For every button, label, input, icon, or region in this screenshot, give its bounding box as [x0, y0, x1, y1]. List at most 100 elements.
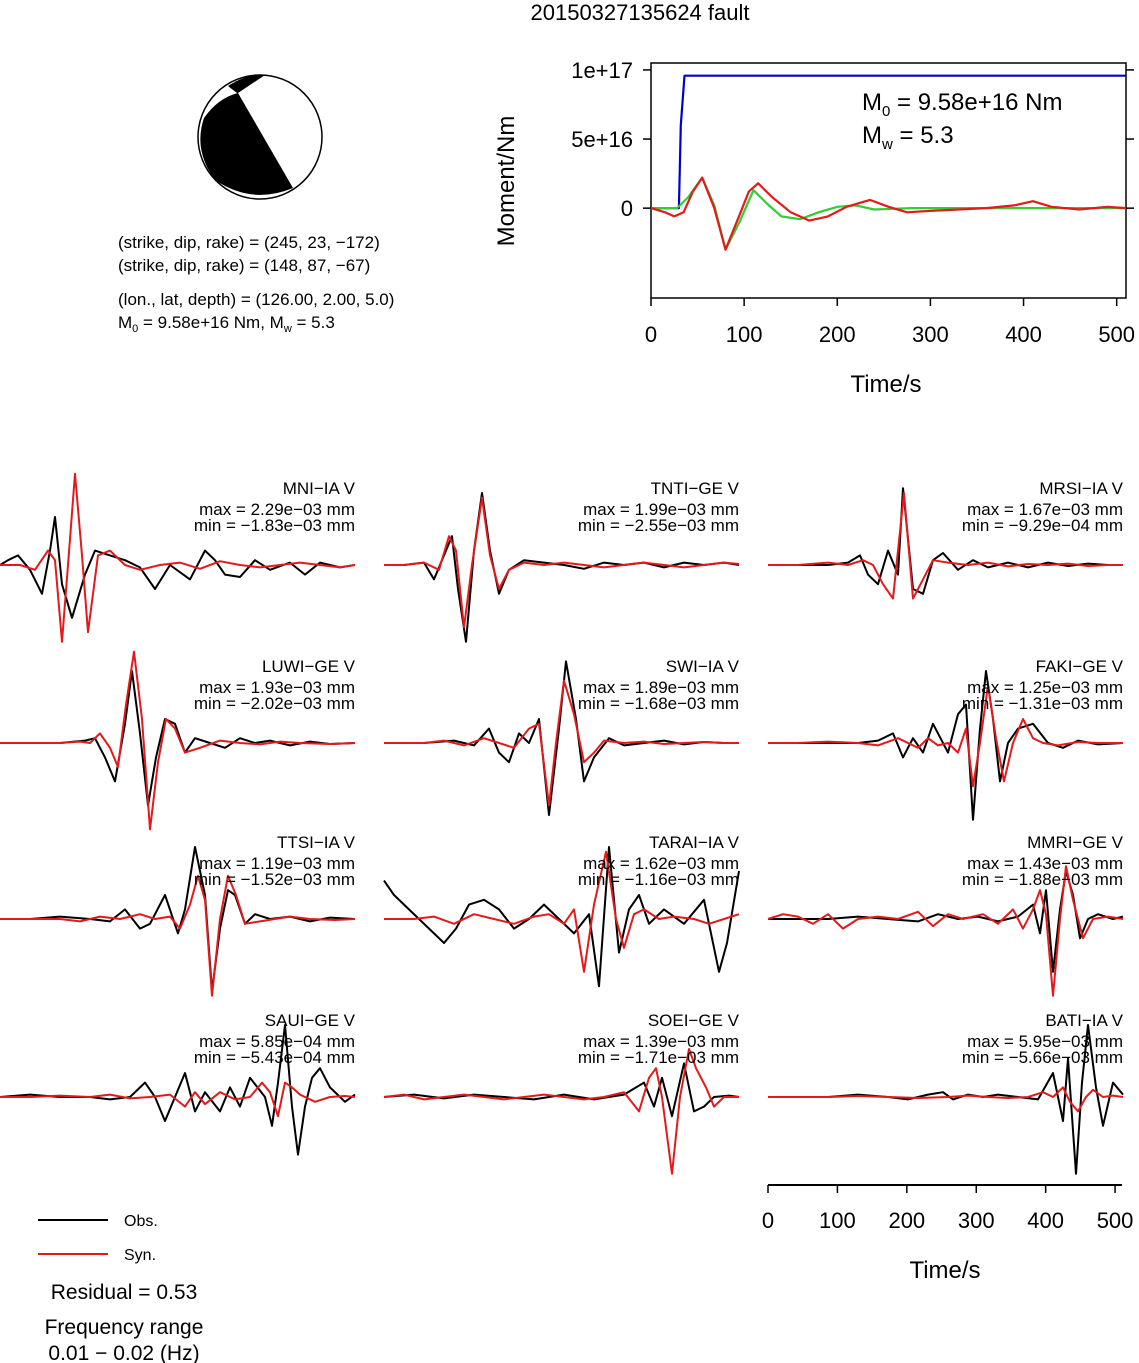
synthetic-waveform [768, 1086, 1124, 1113]
station-name: TNTI−GE V [651, 479, 740, 498]
moment-xtick-label: 400 [1005, 322, 1042, 347]
station-min: min = −1.71e−03 mm [578, 1048, 739, 1067]
moment-ytick-label: 1e+17 [571, 58, 633, 83]
plane1-text: (strike, dip, rake) = (245, 23, −172) [118, 233, 380, 252]
station-min: min = −1.88e−03 mm [962, 870, 1123, 889]
synthetic-waveform [768, 492, 1123, 600]
moment-ytick-label: 5e+16 [571, 127, 633, 152]
station-name: MMRI−GE V [1027, 833, 1124, 852]
station-min: min = −2.02e−03 mm [194, 694, 355, 713]
moment-xtick-label: 100 [726, 322, 763, 347]
station-max: max = 1.43e−03 mm [967, 854, 1123, 873]
moment-xtick-label: 0 [645, 322, 657, 347]
legend: Obs. Syn. [38, 1213, 158, 1264]
station-max: max = 2.29e−03 mm [199, 500, 355, 519]
station-max: max = 1.99e−03 mm [583, 500, 739, 519]
station-name: MRSI−IA V [1039, 479, 1123, 498]
station-min: min = −1.68e−03 mm [578, 694, 739, 713]
waveform-xtick-label: 500 [1097, 1208, 1134, 1233]
synthetic-waveform [383, 1048, 739, 1175]
frequency-value: 0.01 − 0.02 (Hz) [48, 1342, 199, 1363]
moment-summary-text: M0 = 9.58e+16 Nm, Mw = 5.3 [118, 313, 335, 335]
waveform-time-axis: Time/s 0 100 200 300 400 500 [762, 1184, 1134, 1284]
observed-waveform [768, 487, 1123, 595]
station-max: max = 5.95e−03 mm [967, 1032, 1123, 1051]
station-min: min = −1.16e−03 mm [578, 870, 739, 889]
moment-ytick-label: 0 [621, 196, 633, 221]
synthetic-waveform [767, 865, 1124, 997]
station-name: SWI−IA V [666, 657, 740, 676]
residual-text: Residual = 0.53 [51, 1281, 198, 1304]
waveform-xtick-label: 300 [958, 1208, 995, 1233]
station-min: min = −1.52e−03 mm [194, 870, 355, 889]
synthetic-waveform [384, 496, 740, 629]
station-max: max = 1.62e−03 mm [583, 854, 739, 873]
legend-obs-label: Obs. [124, 1213, 158, 1230]
station-name: TTSI−IA V [277, 833, 356, 852]
synthetic-waveform [0, 472, 356, 643]
m0-annotation: M0 = 9.58e+16 Nm [862, 89, 1062, 120]
station-name: FAKI−GE V [1036, 657, 1124, 676]
synthetic-waveform [384, 679, 739, 807]
moment-plot-frame [650, 62, 1127, 299]
moment-ylabel: Moment/Nm [493, 116, 520, 247]
station-min: min = −5.43e−04 mm [194, 1048, 355, 1067]
focal-mechanism-beachball [197, 74, 323, 200]
figure-title: 20150327135624 fault [531, 0, 750, 25]
observed-waveform [768, 870, 1124, 973]
station-min: min = −2.55e−03 mm [578, 516, 739, 535]
waveform-xlabel: Time/s [909, 1257, 980, 1284]
waveform-xtick-label: 200 [888, 1208, 925, 1233]
station-max: max = 5.85e−04 mm [199, 1032, 355, 1051]
legend-syn-label: Syn. [124, 1247, 156, 1264]
station-max: max = 1.39e−03 mm [583, 1032, 739, 1051]
station-max: max = 1.25e−03 mm [967, 678, 1123, 697]
synthetic-waveform [0, 1081, 356, 1118]
mw-annotation: Mw = 5.3 [862, 122, 954, 153]
moment-xtick-label: 200 [819, 322, 856, 347]
waveform-xtick-label: 100 [819, 1208, 856, 1233]
station-name: LUWI−GE V [262, 657, 356, 676]
frequency-label: Frequency range [45, 1316, 204, 1339]
moment-xlabel: Time/s [850, 371, 921, 398]
station-name: SAUI−GE V [265, 1011, 356, 1030]
station-max: max = 1.93e−03 mm [199, 678, 355, 697]
synthetic-waveform [384, 850, 740, 973]
synthetic-waveform [0, 874, 356, 997]
moment-rate-red-line [650, 176, 1127, 251]
synthetic-waveform [0, 650, 356, 831]
observed-waveform [0, 516, 356, 619]
observed-waveform [383, 1062, 740, 1118]
station-min: min = −5.66e−03 mm [962, 1048, 1123, 1067]
station-name: BATI−IA V [1045, 1011, 1123, 1030]
station-max: max = 1.89e−03 mm [583, 678, 739, 697]
waveform-xtick-label: 400 [1027, 1208, 1064, 1233]
synthetic-waveform [768, 684, 1123, 788]
station-name: SOEI−GE V [648, 1011, 740, 1030]
station-min: min = −9.29e−04 mm [962, 516, 1123, 535]
waveform-xtick-label: 0 [762, 1208, 774, 1233]
moment-plot: 0 5e+16 1e+17 0 100 200 300 400 500 Moment/Nm Ti… [493, 58, 1135, 398]
moment-xtick-label: 300 [912, 322, 949, 347]
station-name: TARAI−IA V [649, 833, 740, 852]
station-max: max = 1.19e−03 mm [199, 854, 355, 873]
moment-xtick-label: 500 [1098, 322, 1135, 347]
plane2-text: (strike, dip, rake) = (148, 87, −67) [118, 256, 370, 275]
location-text: (lon., lat, depth) = (126.00, 2.00, 5.0) [118, 290, 394, 309]
station-name: MNI−IA V [283, 479, 356, 498]
station-min: min = −1.83e−03 mm [194, 516, 355, 535]
